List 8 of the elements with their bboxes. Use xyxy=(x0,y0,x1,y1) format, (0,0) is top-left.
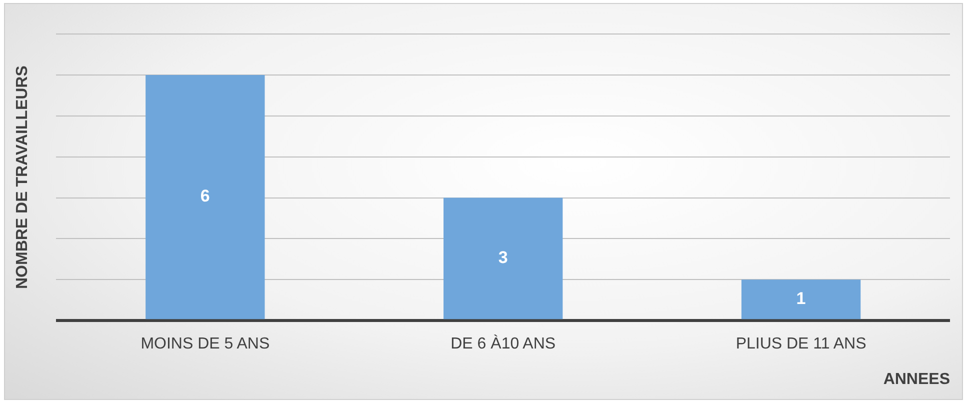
x-tick-label: DE 6 À10 ANS xyxy=(450,334,556,353)
x-tick-label: PLIUS DE 11 ANS xyxy=(736,336,866,353)
data-label: 6 xyxy=(200,186,210,206)
data-label: 3 xyxy=(498,248,508,268)
data-label: 1 xyxy=(796,289,806,308)
x-axis-title: ANNEES xyxy=(883,370,950,388)
x-tick-label: MOINS DE 5 ANS xyxy=(140,336,270,353)
y-axis-title: NOMBRE DE TRAVAILLEURS xyxy=(14,65,32,290)
